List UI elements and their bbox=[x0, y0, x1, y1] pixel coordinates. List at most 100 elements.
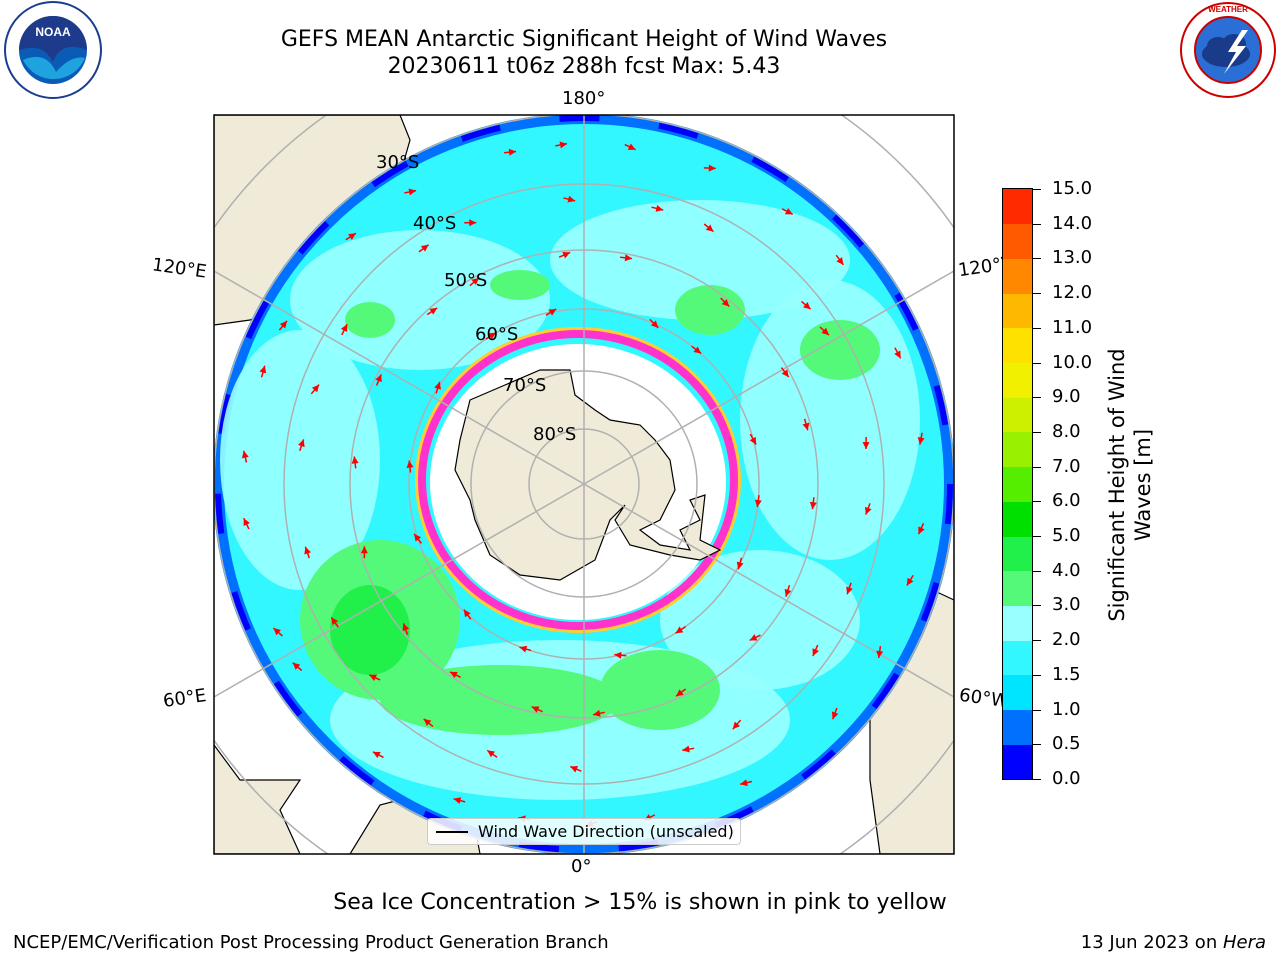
footer-date-text: 13 Jun 2023 on bbox=[1080, 932, 1223, 953]
colorbar-tick-mark bbox=[1033, 501, 1041, 503]
nws-logo: WEATHER bbox=[1180, 2, 1276, 98]
antarctica-land bbox=[454, 369, 722, 581]
wind-arrow-head bbox=[721, 299, 730, 307]
wind-arrow-head bbox=[749, 436, 757, 445]
colorbar-tick-label: 15.0 bbox=[1052, 178, 1093, 199]
colorbar-segment bbox=[1003, 362, 1032, 398]
wind-arrow-head bbox=[682, 745, 690, 753]
lat-label-80s: 80°S bbox=[533, 424, 577, 445]
wind-arrow-head bbox=[531, 706, 540, 713]
colorbar-segment bbox=[1003, 674, 1032, 711]
wind-arrow-head bbox=[423, 718, 432, 727]
wind-arrow-head bbox=[570, 766, 579, 773]
colorbar-segment bbox=[1003, 709, 1032, 745]
wind-arrow-head bbox=[821, 327, 829, 336]
svg-text:WEATHER: WEATHER bbox=[1208, 5, 1248, 14]
legend-line-sample bbox=[436, 831, 468, 833]
colorbar-segment bbox=[1003, 501, 1032, 537]
colorbar-segment bbox=[1003, 744, 1032, 780]
colorbar-tick-mark bbox=[1033, 570, 1041, 572]
wind-arrow-head bbox=[414, 533, 422, 542]
wind-arrow-head bbox=[802, 422, 810, 431]
wind-arrow-head bbox=[812, 648, 819, 657]
svg-text:NOAA: NOAA bbox=[35, 25, 71, 39]
colorbar-tick-mark bbox=[1033, 466, 1041, 468]
colorbar-tick-label: 1.0 bbox=[1052, 698, 1081, 720]
wind-arrow-head bbox=[906, 577, 914, 586]
colorbar-tick-label: 0.0 bbox=[1052, 768, 1081, 789]
wind-arrow-head bbox=[809, 501, 817, 510]
wind-arrow-head bbox=[340, 324, 348, 333]
wind-arrow-head bbox=[736, 561, 744, 570]
wind-arrow-head bbox=[917, 437, 925, 445]
colorbar-tick-mark bbox=[1033, 779, 1041, 780]
wind-arrow-head bbox=[259, 365, 267, 374]
wind-arrow-head bbox=[434, 381, 441, 390]
map-frame bbox=[213, 114, 955, 855]
colorbar-segment bbox=[1003, 431, 1032, 468]
wind-arrow-head bbox=[740, 779, 748, 787]
wind-arrow-head bbox=[836, 257, 844, 265]
footer-date: 13 Jun 2023 on Hera bbox=[1081, 932, 1266, 953]
legend: Wind Wave Direction (unscaled) bbox=[427, 818, 741, 845]
wind-arrow-head bbox=[351, 456, 359, 464]
wind-arrow-head bbox=[614, 651, 622, 659]
colorbar-tick-mark bbox=[1033, 258, 1041, 260]
wind-arrow-head bbox=[360, 546, 368, 554]
footer-machine: Hera bbox=[1222, 932, 1266, 953]
lat-label-60s: 60°S bbox=[475, 324, 519, 345]
colorbar-tick-label: 14.0 bbox=[1052, 212, 1093, 234]
wind-arrow-head bbox=[292, 662, 301, 670]
wind-arrow-head bbox=[469, 219, 477, 227]
colorbar-tick-label: 11.0 bbox=[1052, 316, 1093, 338]
wind-arrow-head bbox=[831, 711, 839, 720]
colorbar-tick-label: 6.0 bbox=[1052, 490, 1081, 512]
wind-arrow-head bbox=[420, 244, 429, 252]
colorbar-segment bbox=[1003, 189, 1032, 225]
lon-label-0: 0° bbox=[571, 856, 592, 877]
colorbar-segment bbox=[1003, 397, 1032, 433]
wind-arrow-head bbox=[331, 617, 339, 626]
wind-arrow-head bbox=[273, 628, 281, 636]
wind-arrow-head bbox=[894, 350, 901, 359]
wind-arrow-head bbox=[406, 460, 414, 468]
africa-land bbox=[214, 743, 302, 854]
wind-arrow-head bbox=[372, 751, 381, 759]
colorbar-tick-mark bbox=[1033, 536, 1041, 538]
wind-arrow-head bbox=[408, 188, 417, 196]
noaa-logo: NOAA bbox=[4, 1, 102, 99]
colorbar-tick-label: 2.0 bbox=[1052, 629, 1081, 651]
colorbar-segment bbox=[1003, 223, 1032, 259]
wind-arrow-head bbox=[559, 141, 568, 149]
wind-arrow-head bbox=[708, 164, 716, 172]
wind-arrow-head bbox=[655, 204, 664, 212]
wind-arrow-head bbox=[348, 233, 356, 241]
lat-label-30s: 30°S bbox=[376, 152, 420, 173]
colorbar-tick-mark bbox=[1033, 223, 1041, 225]
map-title: GEFS MEAN Antarctic Significant Height o… bbox=[280, 27, 888, 52]
colorbar-tick-mark bbox=[1033, 605, 1041, 607]
colorbar-tick-mark bbox=[1033, 709, 1041, 711]
wind-arrow-head bbox=[749, 634, 758, 641]
wind-arrow-head bbox=[846, 586, 853, 595]
wind-arrow-head bbox=[676, 689, 684, 697]
colorbar-tick-label: 1.5 bbox=[1052, 663, 1081, 685]
colorbar-tick-mark bbox=[1033, 674, 1041, 676]
wind-arrow-head bbox=[243, 518, 250, 527]
wind-arrow-head bbox=[876, 650, 884, 659]
wind-arrow-head bbox=[562, 252, 571, 259]
wind-arrow-head bbox=[402, 623, 410, 632]
colorbar-tick-mark bbox=[1033, 431, 1041, 433]
colorbar-segment bbox=[1003, 258, 1032, 294]
colorbar-segment bbox=[1003, 327, 1032, 364]
colorbar-tick-label: 4.0 bbox=[1052, 559, 1081, 581]
colorbar-tick-mark bbox=[1033, 744, 1041, 746]
wind-arrow-head bbox=[449, 671, 458, 679]
wind-arrow-head bbox=[548, 308, 557, 316]
colorbar-segment bbox=[1003, 293, 1032, 329]
wind-arrow-head bbox=[732, 721, 740, 730]
colorbar-tick-mark bbox=[1033, 327, 1041, 329]
colorbar-segment bbox=[1003, 570, 1032, 606]
colorbar-tick-label: 9.0 bbox=[1052, 386, 1081, 408]
